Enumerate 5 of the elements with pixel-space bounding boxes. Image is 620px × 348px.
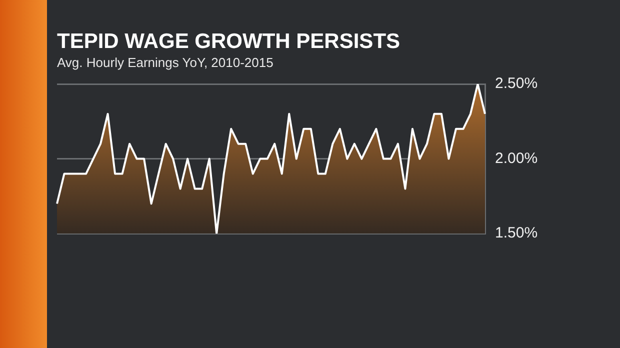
y-tick-label: 1.50% bbox=[495, 224, 538, 242]
y-tick-label: 2.00% bbox=[495, 150, 538, 167]
y-tick-label: 2.50% bbox=[495, 75, 538, 92]
chart-subtitle: Avg. Hourly Earnings YoY, 2010-2015 bbox=[57, 55, 274, 70]
chart-title: TEPID WAGE GROWTH PERSISTS bbox=[57, 30, 400, 54]
